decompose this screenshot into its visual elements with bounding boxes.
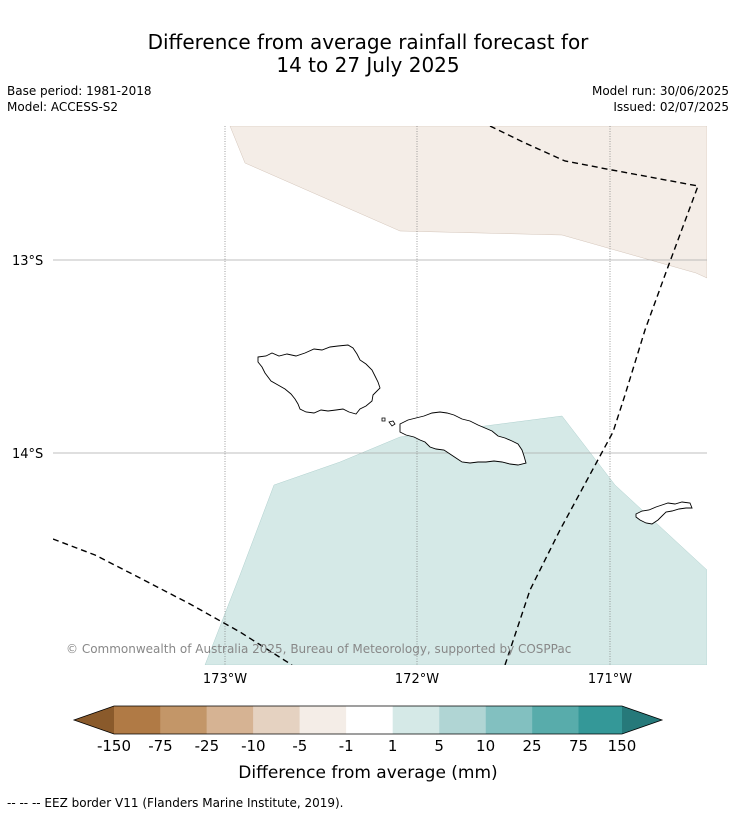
colorbar-tick-10: 25 [523, 737, 542, 755]
colorbar-tick-1: -150 [97, 737, 131, 755]
meta-left: Base period: 1981-2018 Model: ACCESS-S2 [7, 83, 152, 115]
colorbar-tick-2: -75 [148, 737, 173, 755]
colorbar-tick-7: 1 [388, 737, 398, 755]
colorbar-segment-4 [253, 706, 300, 734]
base-period-text: Base period: 1981-2018 [7, 84, 152, 98]
map-title: Difference from average rainfall forecas… [0, 31, 736, 77]
colorbar-tick-3: -25 [195, 737, 220, 755]
tutuila-island [635, 501, 693, 525]
title-line-2: 14 to 27 July 2025 [276, 53, 460, 77]
copyright-text: © Commonwealth of Australia 2025, Bureau… [66, 642, 571, 656]
model-run-text: Model run: 30/06/2025 [591, 84, 729, 98]
colorbar-segment-2 [160, 706, 207, 734]
lon-label-172w: 172°W [395, 672, 439, 687]
model-text: Model: ACCESS-S2 [7, 100, 119, 114]
colorbar-tick-4: -10 [241, 737, 266, 755]
colorbar-tick-9: 10 [476, 737, 495, 755]
eez-border-samoa-west [53, 538, 293, 665]
drier-region [229, 126, 707, 279]
colorbar-segment-10 [532, 706, 579, 734]
map-figure: © Commonwealth of Australia 2025, Bureau… [12, 126, 707, 783]
colorbar: -150 -75 -25 -10 -5 -1 1 5 10 25 75 150 … [72, 705, 664, 783]
colorbar-segment-8 [439, 706, 486, 734]
eez-border-samoa-east [489, 126, 699, 665]
lon-label-171w: 171°W [588, 672, 632, 687]
colorbar-label: Difference from average (mm) [238, 763, 497, 783]
colorbar-tick-8: 5 [434, 737, 444, 755]
colorbar-tick-11: 75 [569, 737, 588, 755]
eez-footnote: -- -- -- EEZ border V11 (Flanders Marine… [7, 796, 344, 810]
colorbar-tick-5: -5 [292, 737, 307, 755]
title-line-1: Difference from average rainfall forecas… [147, 30, 589, 54]
colorbar-segment-11 [578, 706, 622, 734]
colorbar-segment-7 [392, 706, 440, 734]
colorbar-tick-12: 150 [608, 737, 637, 755]
colorbar-tick-6: -1 [339, 737, 354, 755]
colorbar-segment-1 [114, 706, 161, 734]
apolima-islet [381, 417, 386, 422]
lat-label-14s: 14°S [12, 447, 43, 462]
savaii-island [257, 344, 381, 415]
colorbar-segment-6 [346, 706, 393, 734]
lon-label-173w: 173°W [203, 672, 247, 687]
colorbar-segment-3 [206, 706, 254, 734]
colorbar-segment-5 [299, 706, 347, 734]
meta-right: Model run: 30/06/2025 Issued: 02/07/2025 [592, 83, 729, 115]
issued-text: Issued: 02/07/2025 [613, 100, 729, 114]
colorbar-high-extension [622, 706, 662, 734]
manono-islet [388, 420, 396, 427]
colorbar-outline [72, 705, 664, 735]
colorbar-low-extension [74, 706, 114, 734]
lat-label-13s: 13°S [12, 254, 43, 269]
colorbar-segment-9 [485, 706, 533, 734]
upolu-island [399, 411, 527, 466]
map-area [53, 126, 707, 665]
